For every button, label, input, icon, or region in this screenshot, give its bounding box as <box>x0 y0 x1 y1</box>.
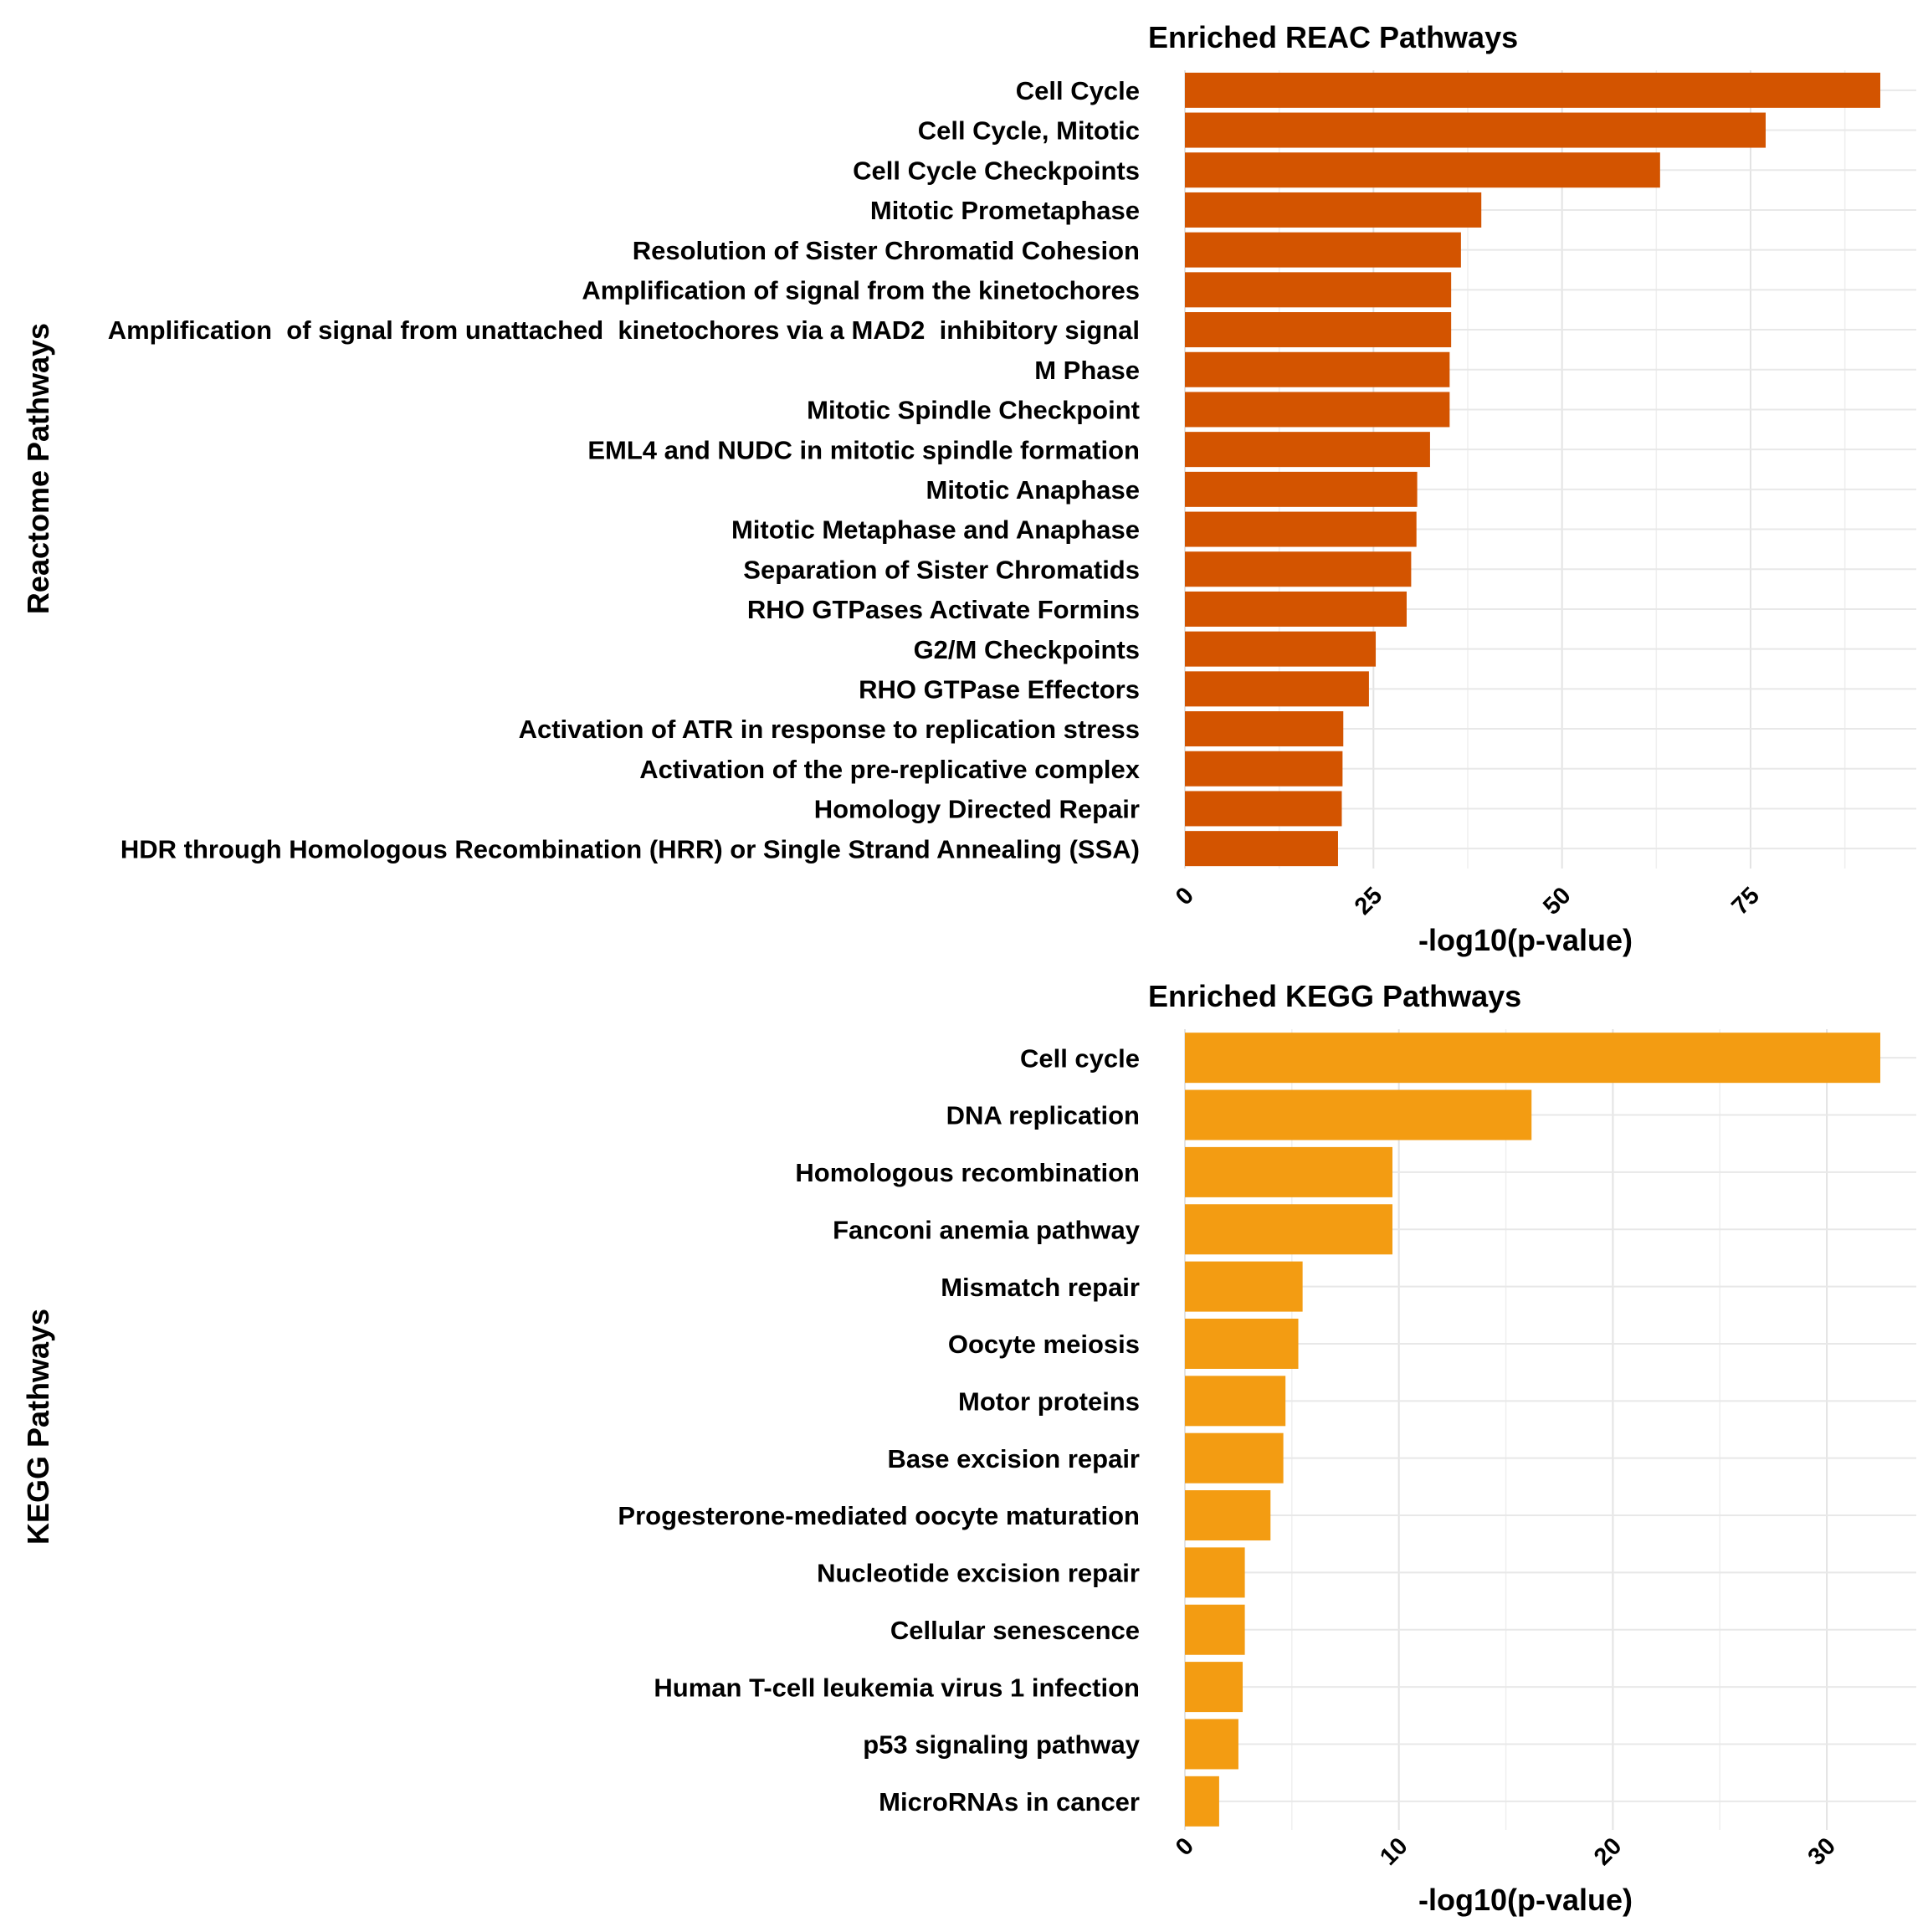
kegg-chart: Cell cycle DNA replication Homologous reco… <box>21 979 1916 1917</box>
reac-x-axis-label: -log10(p-value) <box>1418 923 1633 957</box>
reac-category-labels: Cell Cycle Cell Cycle, Mitotic Cell Cycle … <box>108 76 1141 864</box>
reac-category-label: Resolution of Sister Chromatid Cohesion <box>633 236 1140 265</box>
kegg-chart-title: Enriched KEGG Pathways <box>1148 979 1521 1013</box>
reac-category-label: Mitotic Metaphase and Anaphase <box>731 515 1140 545</box>
reac-category-label: HDR through Homologous Recombination (HR… <box>120 834 1140 864</box>
kegg-bar-human-t-cell-leukemia-virus-1-infection <box>1185 1662 1243 1713</box>
reac-bar-homology-directed-repair <box>1185 791 1342 827</box>
reac-chart: Cell Cycle Cell Cycle, Mitotic Cell Cycle … <box>21 20 1916 957</box>
reac-x-tick-label: 0 <box>1171 882 1199 910</box>
reac-bar-mitotic-spindle-checkpoint <box>1185 392 1450 428</box>
kegg-x-axis-label: -log10(p-value) <box>1418 1883 1633 1917</box>
reac-category-label: Cell Cycle <box>1016 76 1140 105</box>
reac-category-label: Activation of the pre-replicative comple… <box>639 755 1141 784</box>
reac-bar-mitotic-prometaphase <box>1185 192 1482 228</box>
reac-gridlines <box>1184 70 1916 869</box>
kegg-bar-p53-signaling-pathway <box>1185 1719 1238 1770</box>
reac-category-label: Activation of ATR in response to replica… <box>519 715 1140 744</box>
kegg-category-label: Motor proteins <box>958 1386 1140 1416</box>
reac-category-label: Mitotic Spindle Checkpoint <box>807 396 1140 425</box>
kegg-category-label: Cellular senescence <box>890 1616 1140 1645</box>
reac-bar-rho-gtpase-effectors <box>1185 671 1369 707</box>
kegg-category-label: Fanconi anemia pathway <box>833 1215 1141 1244</box>
kegg-x-tick-label: 0 <box>1171 1832 1199 1861</box>
kegg-category-label: Base excision repair <box>887 1444 1140 1473</box>
reac-x-tick-label: 75 <box>1726 882 1764 920</box>
kegg-bar-cell-cycle <box>1185 1033 1880 1084</box>
reac-category-label: Amplification of signal from the kinetoc… <box>582 276 1140 305</box>
kegg-bar-micrornas-in-cancer <box>1185 1776 1219 1827</box>
reac-category-label: Mitotic Anaphase <box>926 475 1141 505</box>
reac-x-tick-label: 25 <box>1350 882 1387 920</box>
reac-bar-cell-cycle-checkpoints <box>1185 152 1660 188</box>
kegg-category-labels: Cell cycle DNA replication Homologous reco… <box>618 1043 1140 1817</box>
kegg-bars <box>1185 1033 1880 1827</box>
reac-bar-cell-cycle-mitotic <box>1185 112 1766 148</box>
kegg-bar-progesterone-mediated-oocyte-maturation <box>1185 1490 1271 1541</box>
kegg-bar-fanconi-anemia-pathway <box>1185 1204 1393 1255</box>
kegg-bar-dna-replication <box>1185 1089 1532 1140</box>
kegg-category-label: Nucleotide excision repair <box>817 1559 1140 1588</box>
kegg-category-label: DNA replication <box>946 1101 1140 1130</box>
reac-bars <box>1185 72 1880 867</box>
reac-x-tick-labels: 0 25 50 75 <box>1171 882 1765 920</box>
kegg-category-label: Human T-cell leukemia virus 1 infection <box>654 1673 1140 1702</box>
reac-bar-rho-gtpases-activate-formins <box>1185 591 1407 627</box>
kegg-y-axis-label: KEGG Pathways <box>21 1309 55 1545</box>
reac-bar-mitotic-metaphase-and-anaphase <box>1185 511 1417 547</box>
reac-bar-amplification-of-signal-from-the-kinetochores <box>1185 272 1452 308</box>
reac-bar-hdr-through-homologous-recombination-hrr-or-single-strand-annealing-ssa <box>1185 831 1338 867</box>
reac-bar-cell-cycle <box>1185 72 1880 108</box>
kegg-category-label: Mismatch repair <box>941 1273 1140 1302</box>
reac-y-axis-label: Reactome Pathways <box>21 323 55 614</box>
reac-bar-resolution-of-sister-chromatid-cohesion <box>1185 232 1461 268</box>
reac-bar-activation-of-the-pre-replicative-complex <box>1185 751 1343 787</box>
kegg-bar-oocyte-meiosis <box>1185 1318 1299 1369</box>
kegg-x-tick-label: 20 <box>1589 1832 1627 1870</box>
reac-category-label: RHO GTPase Effectors <box>859 675 1140 705</box>
kegg-bar-mismatch-repair <box>1185 1261 1303 1312</box>
kegg-bar-motor-proteins <box>1185 1376 1286 1427</box>
reac-category-label: Cell Cycle, Mitotic <box>918 116 1140 146</box>
reac-category-label: Mitotic Prometaphase <box>870 196 1140 225</box>
kegg-bar-homologous-recombination <box>1185 1146 1393 1197</box>
reac-bar-activation-of-atr-in-response-to-replication-stress <box>1185 711 1344 747</box>
kegg-category-label: Oocyte meiosis <box>948 1330 1140 1359</box>
reac-bar-separation-of-sister-chromatids <box>1185 551 1412 587</box>
kegg-x-tick-labels: 0 10 20 30 <box>1171 1832 1841 1870</box>
reac-category-label: EML4 and NUDC in mitotic spindle formati… <box>587 435 1140 464</box>
reac-chart-title: Enriched REAC Pathways <box>1148 20 1518 54</box>
kegg-category-label: Cell cycle <box>1020 1043 1140 1073</box>
kegg-x-tick-label: 30 <box>1803 1832 1841 1870</box>
reac-category-label: Homology Directed Repair <box>814 795 1140 824</box>
reac-x-tick-label: 50 <box>1538 882 1576 920</box>
kegg-category-label: MicroRNAs in cancer <box>879 1787 1140 1817</box>
kegg-category-label: Homologous recombination <box>795 1158 1140 1187</box>
reac-bar-amplification-of-signal-from-unattached-kinetochores-via-a-mad2-inhibitory-signal <box>1185 312 1452 348</box>
kegg-category-label: Progesterone-mediated oocyte maturation <box>618 1501 1140 1530</box>
reac-bar-m-phase <box>1185 351 1450 387</box>
reac-category-label: Cell Cycle Checkpoints <box>853 156 1140 185</box>
reac-bar-mitotic-anaphase <box>1185 471 1418 507</box>
kegg-bar-base-excision-repair <box>1185 1432 1284 1484</box>
reac-category-label: Amplification of signal from unattached … <box>108 315 1140 345</box>
reac-bar-g2-m-checkpoints <box>1185 631 1377 667</box>
reac-category-label: G2/M Checkpoints <box>914 635 1140 664</box>
kegg-x-tick-label: 10 <box>1375 1832 1413 1870</box>
kegg-category-label: p53 signaling pathway <box>863 1730 1140 1760</box>
reac-category-label: Separation of Sister Chromatids <box>743 555 1140 584</box>
kegg-bar-nucleotide-excision-repair <box>1185 1547 1245 1598</box>
reac-bar-eml4-and-nudc-in-mitotic-spindle-formation <box>1185 432 1430 468</box>
reac-category-label: RHO GTPases Activate Formins <box>747 595 1140 624</box>
reac-category-label: M Phase <box>1034 356 1140 385</box>
kegg-bar-cellular-senescence <box>1185 1604 1245 1655</box>
